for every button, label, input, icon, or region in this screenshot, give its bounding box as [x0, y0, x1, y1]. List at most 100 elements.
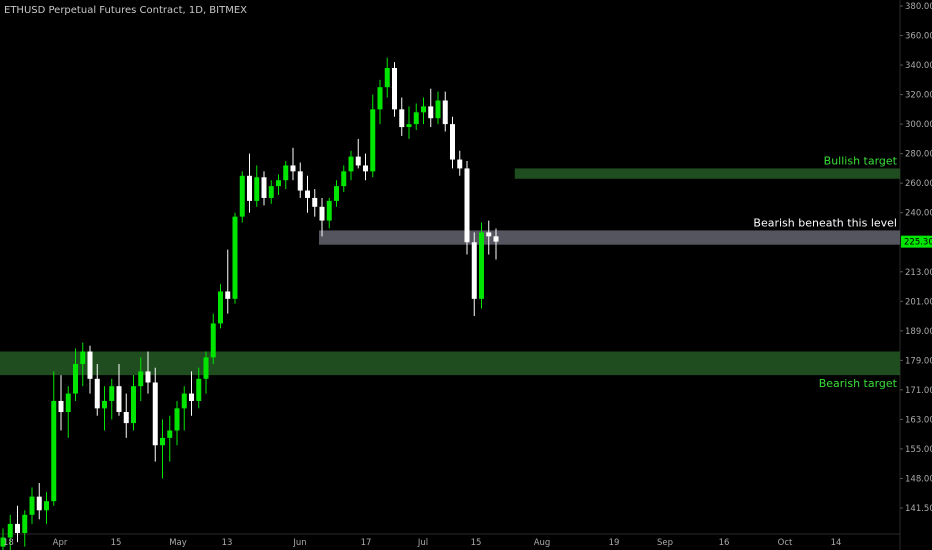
candle-down — [305, 190, 310, 198]
candle-up — [7, 523, 13, 538]
candle-up — [276, 180, 281, 187]
x-tick-label: Oct — [778, 538, 793, 548]
candle-down — [363, 165, 368, 172]
bullish-target-zone — [514, 168, 900, 179]
bearish-target-zone-label: Bearish target — [819, 377, 898, 390]
y-tick-label: 260.00 — [905, 179, 932, 189]
y-tick-label: 300.00 — [905, 120, 932, 130]
bearish-level-zone — [319, 230, 900, 245]
candle-up — [102, 400, 107, 409]
candle-up — [239, 175, 245, 217]
candle-down — [189, 393, 194, 401]
y-tick-label: 148.00 — [905, 474, 932, 484]
x-tick-label: 19 — [609, 538, 620, 548]
candle-down — [225, 291, 231, 299]
last-price-label: 225.30 — [904, 238, 932, 248]
x-tick-label: Aug — [534, 538, 551, 548]
candle-up — [377, 87, 383, 110]
candle-up — [254, 177, 260, 201]
candle-down — [297, 171, 303, 191]
y-tick-label: 340.00 — [905, 61, 932, 71]
candle-up — [138, 371, 144, 387]
y-tick-label: 213.00 — [905, 268, 932, 278]
candle-up — [73, 364, 78, 394]
candle-up — [348, 156, 354, 172]
candle-up — [326, 200, 332, 221]
candle-down — [247, 175, 252, 201]
candle-up — [210, 323, 216, 358]
candle-up — [232, 216, 238, 299]
candle-up — [334, 186, 339, 201]
y-tick-label: 320.00 — [905, 91, 932, 101]
candle-up — [196, 378, 202, 401]
x-tick-label: 13 — [222, 538, 233, 548]
bullish-target-zone-label: Bullish target — [824, 154, 898, 167]
candle-up — [160, 437, 165, 446]
candle-up — [174, 408, 180, 431]
candle-down — [464, 168, 470, 243]
candle-up — [22, 514, 28, 533]
x-tick-label: Sep — [657, 538, 673, 548]
candle-down — [123, 412, 129, 424]
candle-up — [131, 386, 136, 424]
candle-up — [384, 68, 390, 88]
x-tick-label: Jun — [292, 538, 306, 548]
x-tick-label: May — [169, 538, 187, 548]
candle-up — [109, 386, 115, 401]
candle-up — [203, 357, 209, 379]
candle-down — [486, 232, 492, 237]
candle-up — [341, 171, 347, 187]
candle-up — [0, 537, 6, 547]
candle-up — [167, 430, 173, 438]
candle-down — [493, 236, 499, 242]
candle-up — [406, 124, 412, 128]
x-tick-label: Apr — [53, 538, 68, 548]
candle-down — [36, 496, 42, 511]
candle-up — [268, 186, 274, 198]
candle-down — [355, 156, 361, 166]
x-tick-label: Jul — [417, 538, 428, 548]
candle-up — [218, 291, 223, 324]
candle-down — [261, 177, 267, 198]
candle-up — [283, 165, 289, 181]
x-tick-label: 17 — [361, 538, 372, 548]
y-tick-label: 280.00 — [905, 150, 932, 160]
candle-up — [80, 351, 86, 365]
y-tick-label: 163.00 — [905, 415, 932, 425]
candle-up — [370, 109, 376, 172]
chart-title: ETHUSD Perpetual Futures Contract, 1D, B… — [4, 5, 248, 16]
candle-up — [479, 232, 484, 299]
y-tick-label: 189.00 — [905, 327, 932, 337]
candle-up — [421, 106, 426, 113]
x-tick-label: 16 — [719, 538, 730, 548]
candle-down — [312, 197, 318, 207]
candle-down — [457, 159, 463, 169]
x-tick-label: 15 — [471, 538, 482, 548]
candle-down — [290, 165, 296, 172]
candle-down — [450, 124, 455, 160]
y-tick-label: 171.00 — [905, 386, 932, 396]
candle-up — [413, 112, 419, 125]
candle-down — [87, 351, 93, 379]
candle-up — [65, 393, 71, 413]
candle-up — [181, 393, 187, 409]
candle-down — [15, 523, 20, 533]
candle-down — [152, 382, 158, 446]
y-tick-label: 240.00 — [905, 209, 932, 219]
candle-down — [428, 106, 434, 119]
candle-up — [44, 501, 49, 511]
candle-down — [94, 378, 100, 409]
y-tick-label: 380.00 — [905, 2, 932, 12]
candle-down — [58, 400, 64, 413]
candle-down — [319, 206, 325, 221]
last-price-tag — [901, 235, 932, 248]
candle-up — [29, 496, 35, 515]
bearish-level-zone-label: Bearish beneath this level — [753, 216, 897, 229]
x-tick-label: 14 — [831, 538, 842, 548]
x-tick-label: 18 — [3, 538, 14, 548]
y-tick-label: 155.00 — [905, 445, 932, 455]
candle-down — [116, 386, 122, 413]
candle-down — [471, 242, 477, 299]
y-tick-label: 201.00 — [905, 297, 932, 307]
